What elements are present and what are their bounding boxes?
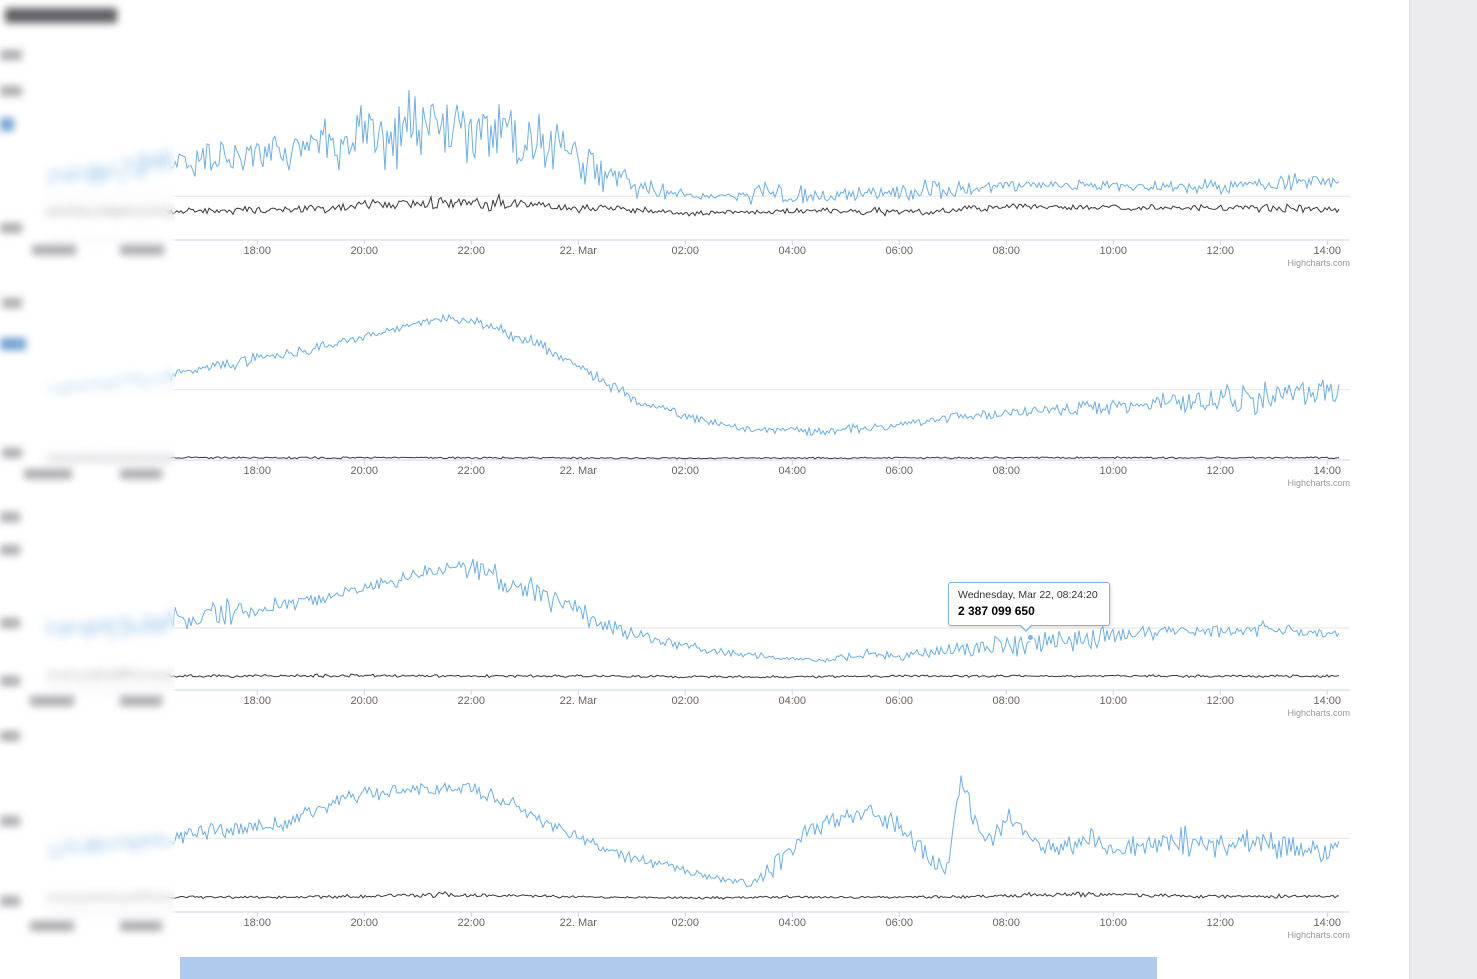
redacted-text — [0, 338, 26, 350]
redacted-text — [120, 921, 162, 931]
chart-2-plot — [46, 313, 1350, 465]
redacted-text — [0, 512, 20, 522]
tooltip-timestamp: Wednesday, Mar 22, 08:24:20 — [958, 589, 1098, 601]
redacted-text — [0, 676, 20, 686]
redacted-text — [2, 298, 22, 308]
highcharts-credit-link[interactable]: Highcharts.com — [1287, 930, 1350, 940]
redacted-text — [0, 618, 20, 628]
redacted-text — [0, 816, 20, 826]
redacted-text — [120, 245, 164, 255]
page-title-blurred — [5, 8, 117, 23]
redacted-text — [0, 50, 22, 60]
chart-1-plot — [46, 89, 1350, 245]
redacted-text — [120, 469, 162, 479]
bottom-highlight-bar — [180, 957, 1157, 979]
highcharts-credit-link[interactable]: Highcharts.com — [1287, 258, 1350, 268]
chart-3-plot — [46, 558, 1350, 695]
redacted-text — [0, 86, 22, 96]
tooltip-value: 2 387 099 650 — [958, 604, 1035, 618]
redacted-text — [0, 118, 14, 131]
chart-4[interactable]: 18:00 20:00 22:00 22. Mar 02:00 04:00 06:00 08:… — [0, 755, 1360, 950]
highcharts-credit-link[interactable]: Highcharts.com — [1287, 708, 1350, 718]
tooltip-point-marker — [1027, 634, 1034, 641]
redacted-text — [30, 921, 74, 931]
chart-3[interactable]: 18:00 20:00 22:00 22. Mar 02:00 04:00 06:00 08:… — [0, 535, 1360, 730]
page-right-gutter — [1409, 0, 1477, 979]
redacted-text — [2, 448, 22, 458]
redacted-text — [0, 896, 20, 906]
redacted-text — [0, 731, 20, 741]
redacted-text — [0, 223, 22, 233]
redacted-text — [24, 469, 72, 479]
chart-tooltip: Wednesday, Mar 22, 08:24:20 2 387 099 65… — [948, 582, 1110, 632]
chart-4-plot — [46, 775, 1350, 917]
chart-1[interactable]: 18:00 20:00 22:00 22. Mar 02:00 04:00 06:00 08:… — [0, 50, 1360, 280]
redacted-text — [30, 696, 74, 706]
redacted-text — [120, 696, 162, 706]
highcharts-credit-link[interactable]: Highcharts.com — [1287, 478, 1350, 488]
redacted-text — [32, 245, 76, 255]
chart-2[interactable]: 18:00 20:00 22:00 22. Mar 02:00 04:00 06:00 08:… — [0, 280, 1360, 505]
redacted-text — [0, 545, 20, 555]
